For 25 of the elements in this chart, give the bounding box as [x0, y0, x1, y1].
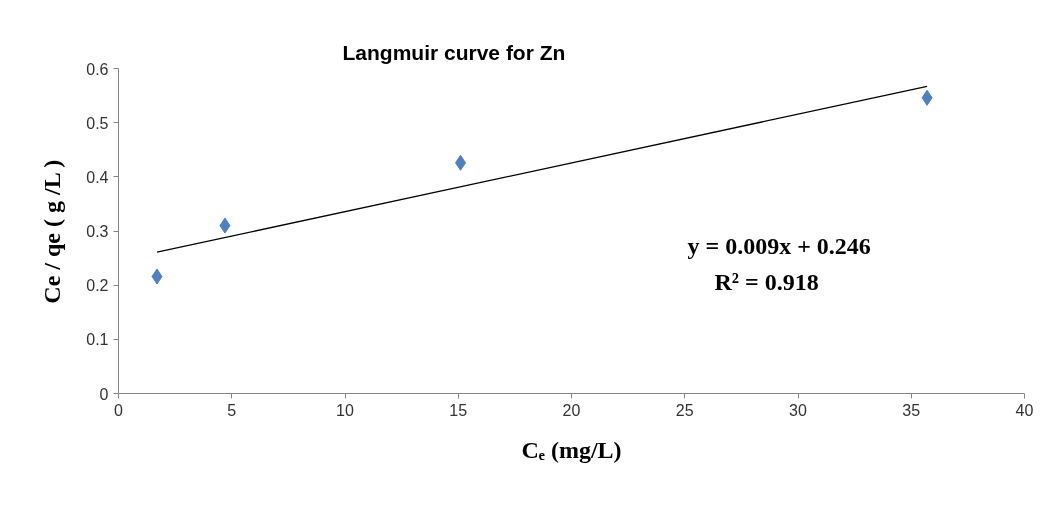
point	[455, 154, 467, 171]
y-tick-label: 0.2	[86, 277, 109, 295]
annotation: y = 0.009x + 0.246	[687, 232, 871, 259]
y-tick-label: 0.4	[86, 168, 109, 186]
x-tick-label: 20	[562, 401, 581, 419]
x-tick-label: 5	[227, 401, 237, 419]
point	[151, 268, 163, 285]
x-tick-label: 30	[789, 401, 807, 419]
x-axis-title: Cₑ (mg/L)	[521, 436, 622, 463]
x-tick-label: 35	[902, 401, 921, 419]
x-tick-label: 15	[449, 401, 468, 419]
x-tick-label: 10	[336, 401, 354, 419]
chart-title: Langmuir curve for Zn	[342, 40, 566, 64]
annotation: R² = 0.918	[714, 268, 819, 295]
point	[921, 89, 933, 106]
y-tick-label: 0.6	[86, 60, 109, 78]
y-tick-label: 0.3	[86, 223, 109, 240]
y-tick-label: 0.1	[86, 331, 109, 349]
y-axis-title: Ce / qe ( g /L )	[39, 159, 66, 304]
point	[219, 217, 231, 234]
y-tick-label: 0.5	[86, 114, 109, 132]
x-tick-label: 0	[114, 401, 124, 419]
x-tick-label: 40	[1015, 401, 1034, 419]
x-tick-label: 25	[675, 401, 694, 419]
y-tick-label: 0	[99, 385, 109, 403]
